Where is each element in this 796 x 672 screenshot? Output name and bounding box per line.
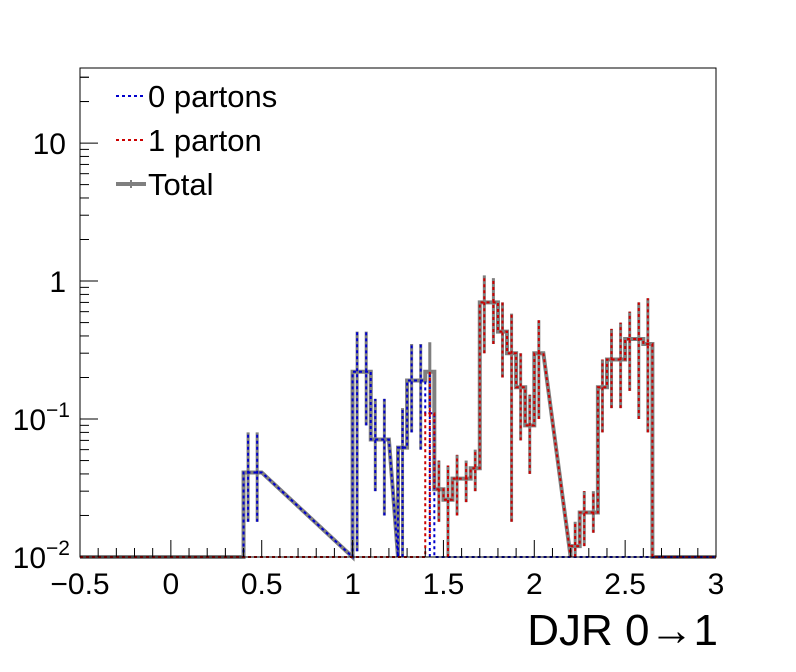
x-axis-title: DJR 0→1 [527, 606, 718, 655]
x-tick-label: 2.5 [604, 568, 646, 601]
y-tick-exponent: −2 [46, 537, 70, 560]
x-tick-label: 2 [526, 568, 543, 601]
plot-frame [79, 67, 717, 558]
y-tick-exponent: −1 [46, 399, 70, 422]
y-tick-label: 1 [49, 266, 66, 299]
legend-label-1-parton: 1 parton [148, 123, 262, 158]
x-tick-label: −0.5 [50, 568, 109, 601]
series-layer [80, 275, 716, 562]
x-tick-label: 3 [708, 568, 725, 601]
y-tick-label: 10 [33, 128, 66, 161]
legend-item-1-parton: 1 parton [116, 123, 262, 158]
x-axis-ticks: −0.5 0 0.5 1 1.5 2 2.5 3 [50, 540, 724, 601]
legend: 0 partons 1 parton Total [116, 79, 277, 202]
legend-item-0-partons: 0 partons [116, 79, 277, 114]
x-tick-label: 0 [163, 568, 180, 601]
x-tick-label: 0.5 [241, 568, 283, 601]
legend-label-0-partons: 0 partons [148, 79, 277, 114]
legend-item-total: Total [116, 167, 213, 202]
series-1-parton [80, 275, 716, 558]
series-step-line [80, 301, 716, 558]
legend-label-total: Total [148, 167, 213, 202]
x-tick-label: 1.5 [423, 568, 465, 601]
x-tick-label: 1 [344, 568, 361, 601]
